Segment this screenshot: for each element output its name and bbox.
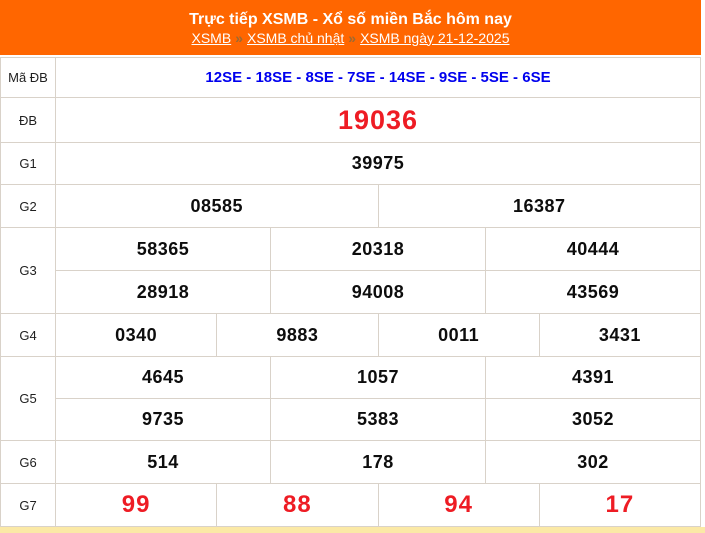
prize-cell: 0340 — [54, 313, 218, 357]
prize-cell: 28918 — [55, 270, 271, 314]
row-g3-line1: G3 58365 20318 40444 — [0, 227, 701, 314]
row-g6: G6 514 178 302 — [0, 440, 701, 484]
prize-cell-ma-db: 12SE - 18SE - 8SE - 7SE - 14SE - 9SE - 5… — [55, 57, 701, 98]
prize-cell: 58365 — [55, 227, 271, 271]
breadcrumb: XSMB» XSMB chủ nhật» XSMB ngày 21-12-2025 — [192, 30, 510, 47]
page-title: Trực tiếp XSMB - Xổ số miền Bắc hôm nay — [189, 10, 512, 28]
row-g2: G2 08585 16387 — [0, 184, 701, 228]
prize-label-g2: G2 — [0, 184, 56, 228]
prize-cell: 9735 — [55, 398, 271, 441]
breadcrumb-link-xsmb-ngay[interactable]: XSMB ngày 21-12-2025 — [360, 29, 510, 46]
prize-cell: 16387 — [377, 184, 701, 228]
prize-cell: 302 — [485, 440, 701, 484]
prize-cell: 40444 — [485, 227, 701, 271]
prize-cell: 08585 — [55, 184, 379, 228]
prize-label-g5: G5 — [0, 356, 56, 441]
prize-cell: 43569 — [485, 270, 701, 314]
prize-cell: 5383 — [270, 398, 486, 441]
breadcrumb-link-xsmb[interactable]: XSMB — [191, 29, 232, 46]
prize-label-g1: G1 — [0, 142, 56, 185]
prize-cell: 1057 — [270, 356, 486, 399]
prize-label-g3: G3 — [0, 227, 56, 314]
row-ma-db: Mã ĐB 12SE - 18SE - 8SE - 7SE - 14SE - 9… — [0, 57, 701, 98]
breadcrumb-separator: » — [235, 29, 243, 46]
prize-label-g6: G6 — [0, 440, 56, 484]
prize-cell: 4391 — [485, 356, 701, 399]
prize-cell-db: 19036 — [55, 97, 701, 143]
row-g7: G7 99 88 94 17 — [0, 483, 702, 527]
prize-cell: 94008 — [270, 270, 486, 314]
breadcrumb-link-xsmb-chu-nhat[interactable]: XSMB chủ nhật — [246, 29, 345, 46]
prize-cell: 20318 — [270, 227, 486, 271]
prize-cell: 94 — [377, 483, 540, 527]
prize-cell: 88 — [216, 483, 379, 527]
prize-label-g4: G4 — [0, 313, 56, 357]
row-g5-line1: G5 4645 1057 4391 — [0, 356, 701, 441]
bottom-strip — [0, 527, 705, 533]
row-g1: G1 39975 — [0, 142, 701, 185]
prize-cell: 17 — [538, 483, 702, 527]
prize-cell: 0011 — [377, 313, 540, 357]
results-table: Mã ĐB 12SE - 18SE - 8SE - 7SE - 14SE - 9… — [0, 57, 702, 527]
prize-cell: 514 — [55, 440, 271, 484]
prize-cell: 39975 — [55, 142, 701, 185]
row-g5-line2: 9735 5383 3052 — [1, 398, 701, 441]
prize-cell: 3431 — [538, 313, 702, 357]
row-g4: G4 0340 9883 0011 3431 — [0, 313, 702, 357]
prize-cell: 9883 — [216, 313, 379, 357]
breadcrumb-separator: » — [348, 29, 357, 46]
prize-cell: 99 — [54, 483, 218, 527]
prize-cell: 4645 — [55, 356, 271, 399]
prize-cell: 3052 — [485, 398, 701, 441]
header-banner: Trực tiếp XSMB - Xổ số miền Bắc hôm nay … — [0, 0, 701, 55]
row-db: ĐB 19036 — [0, 97, 701, 143]
prize-label-ma-db: Mã ĐB — [0, 57, 56, 98]
row-g3-line2: 28918 94008 43569 — [1, 270, 701, 314]
prize-cell: 178 — [270, 440, 486, 484]
prize-label-db: ĐB — [0, 97, 56, 143]
prize-label-g7: G7 — [0, 483, 56, 527]
